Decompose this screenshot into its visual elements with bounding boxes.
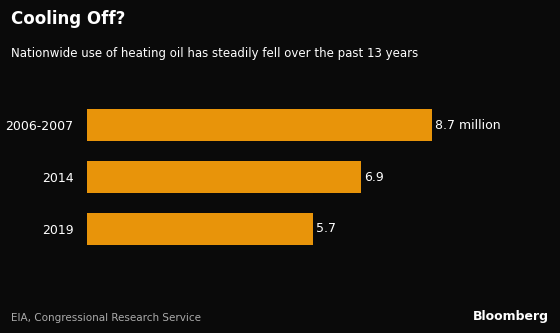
Text: 8.7 million: 8.7 million xyxy=(435,119,501,132)
Text: 5.7: 5.7 xyxy=(316,222,336,235)
Text: 6.9: 6.9 xyxy=(363,170,384,183)
Bar xyxy=(87,161,361,193)
Bar xyxy=(87,213,313,245)
Text: EIA, Congressional Research Service: EIA, Congressional Research Service xyxy=(11,313,201,323)
Text: Cooling Off?: Cooling Off? xyxy=(11,10,125,28)
Text: Nationwide use of heating oil has steadily fell over the past 13 years: Nationwide use of heating oil has steadi… xyxy=(11,47,418,60)
Bar xyxy=(87,109,432,142)
Text: Bloomberg: Bloomberg xyxy=(473,310,549,323)
